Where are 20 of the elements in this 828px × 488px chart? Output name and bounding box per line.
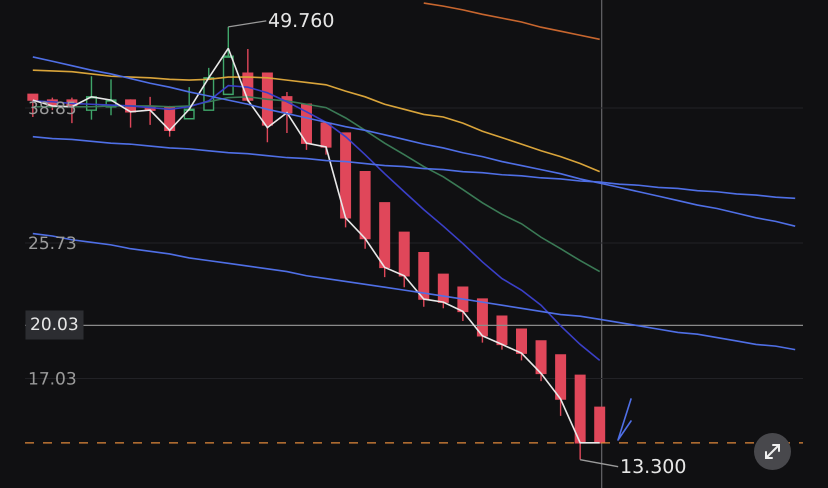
candlestick: [594, 406, 606, 444]
candlestick: [457, 286, 468, 322]
candlestick: [360, 170, 371, 250]
candlestick: [418, 252, 430, 308]
candlestick: [340, 132, 352, 228]
candlestick: [438, 274, 449, 309]
y-tick-label: 17.03: [28, 370, 77, 390]
candlestick: [184, 86, 195, 120]
candlestick: [398, 232, 410, 288]
y-tick-label: 25.73: [28, 234, 77, 254]
candlestick: [574, 374, 586, 460]
annotation: 13.300: [620, 456, 686, 478]
line-series: [422, 2, 600, 40]
ref-line-label: 20.03: [30, 315, 79, 335]
candlestick: [379, 202, 390, 278]
candlestick: [516, 328, 527, 362]
candlestick: [496, 315, 508, 350]
candlestick: [555, 354, 566, 417]
candlestick: [536, 340, 547, 382]
annotation: 49.760: [268, 10, 334, 32]
